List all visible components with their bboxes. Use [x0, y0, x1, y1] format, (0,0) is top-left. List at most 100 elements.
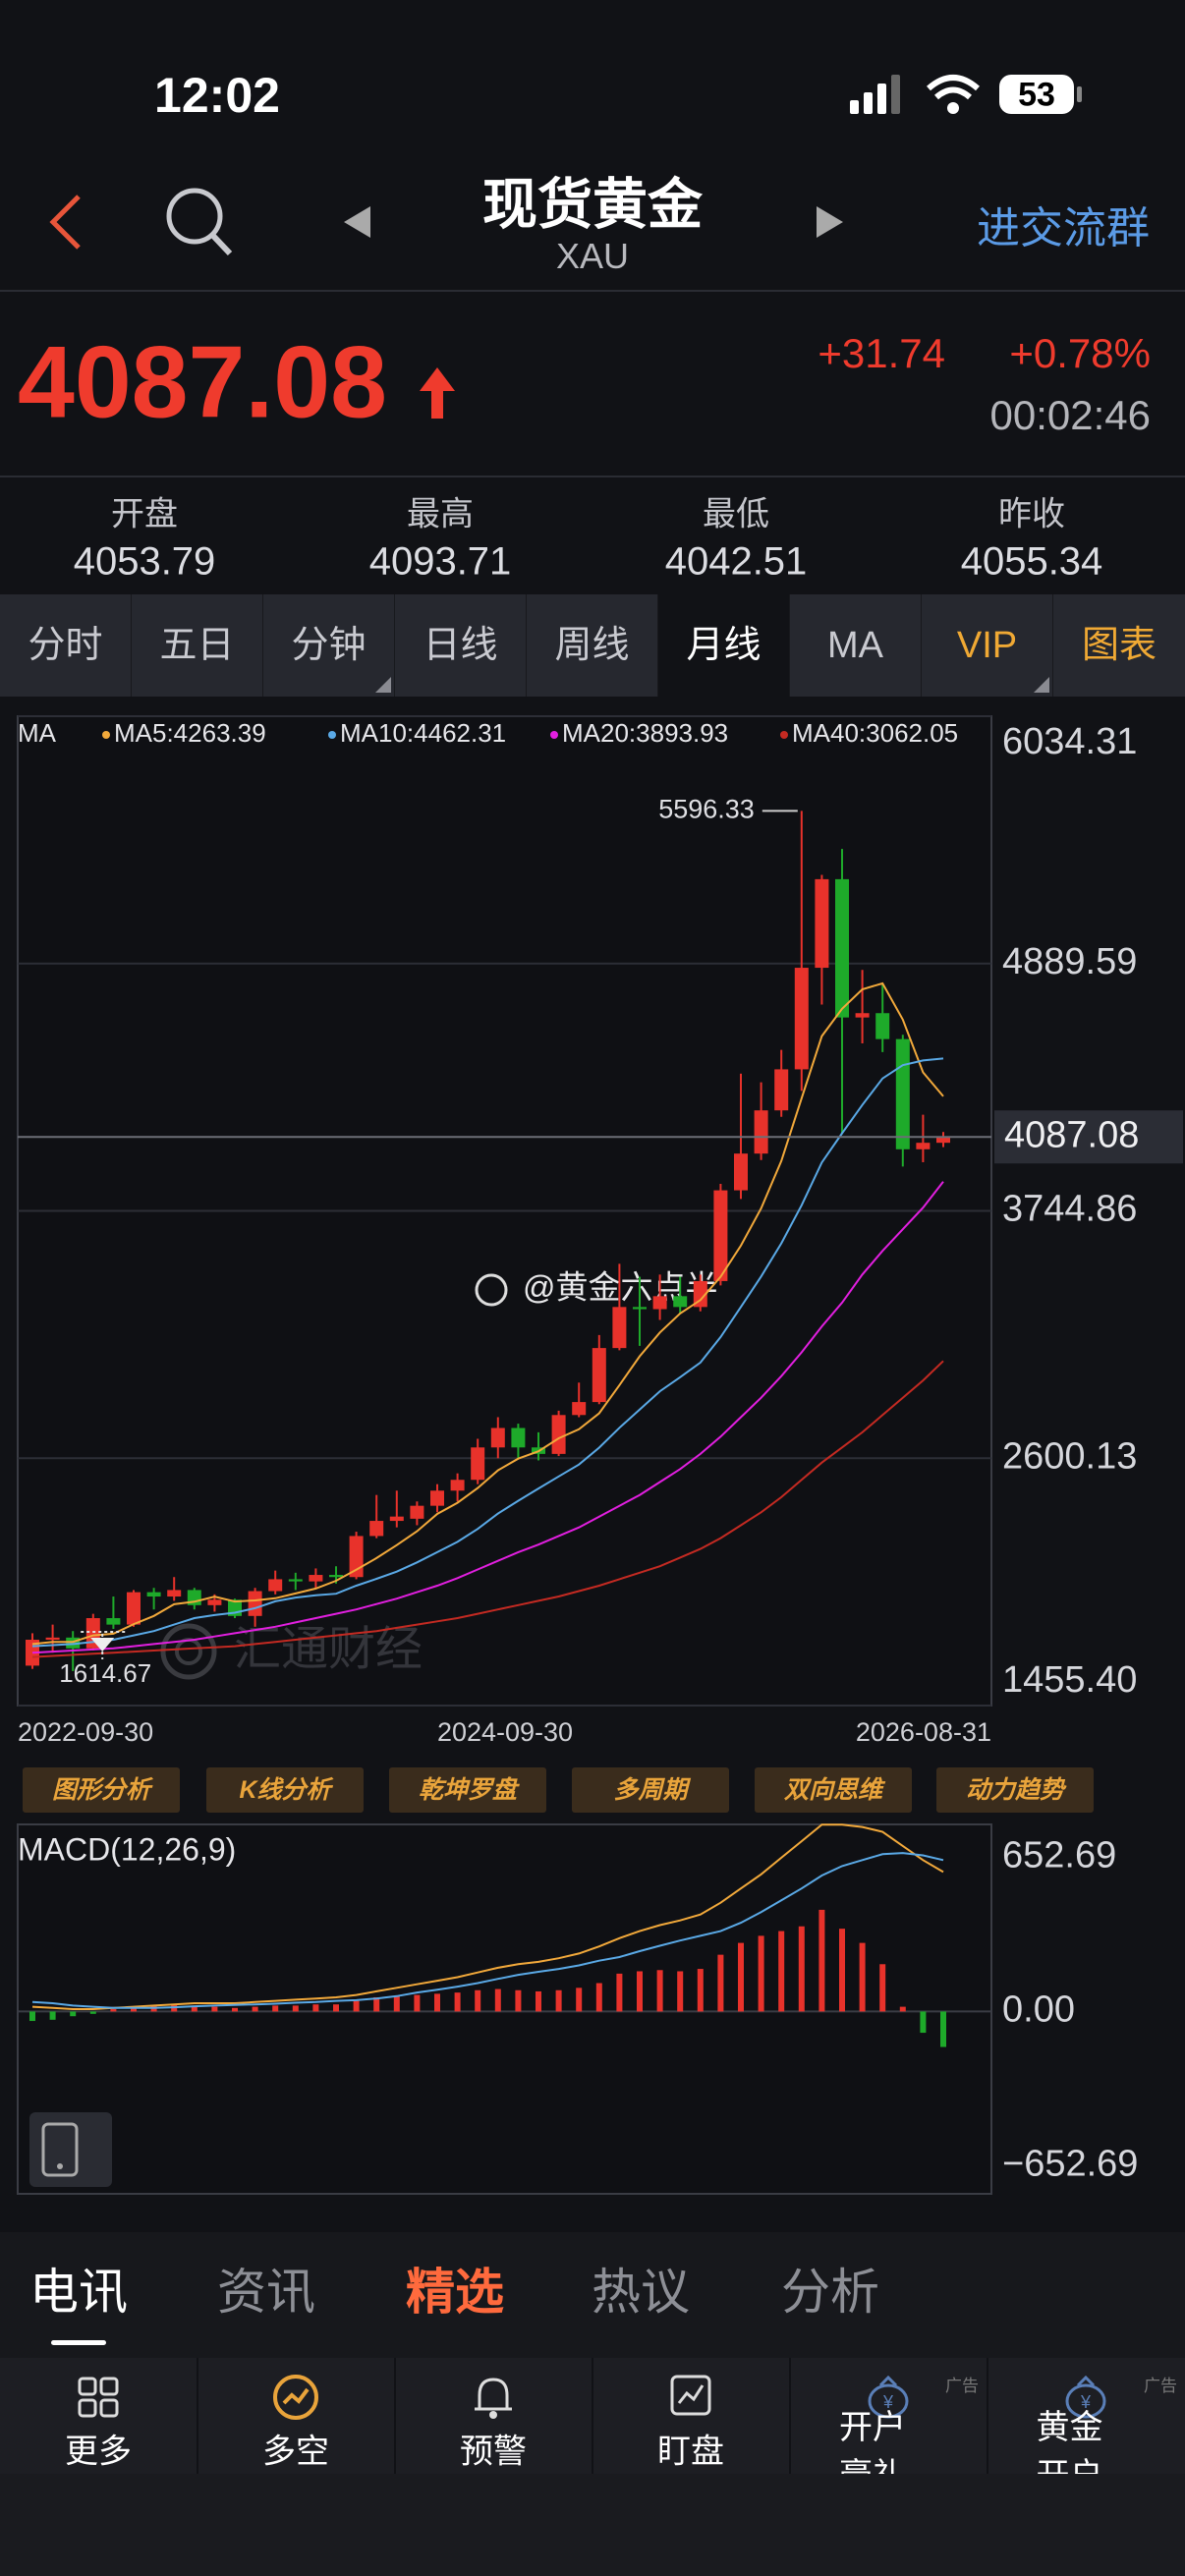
legend-label: MA40:3062.05	[792, 718, 958, 748]
header-subtitle: XAU	[555, 236, 630, 276]
icon: ¥	[1065, 2375, 1106, 2419]
candle-body	[329, 1575, 343, 1578]
toolbar-item[interactable]: 更多	[0, 2358, 198, 2474]
brand-watermark: 汇通财经	[234, 1624, 423, 1676]
legend-dot	[102, 731, 110, 739]
period-tab[interactable]: 分时	[0, 594, 132, 697]
macd-bar	[252, 2006, 258, 2012]
battery-level: 53	[1018, 76, 1055, 114]
icon	[475, 2378, 512, 2419]
legend-label: MA5:4263.39	[114, 718, 266, 748]
period-tab[interactable]: 图表	[1053, 594, 1185, 697]
toolbar-label: 预警	[460, 2433, 527, 2471]
candle-body	[612, 1307, 627, 1349]
news-tab[interactable]: 分析	[781, 2265, 879, 2320]
candle-body	[228, 1599, 242, 1616]
tool-button[interactable]: 图形分析	[23, 1767, 180, 1813]
toolbar-item[interactable]: 多空	[198, 2358, 396, 2474]
toolbar-item[interactable]: ¥ 广告 开户豪礼	[790, 2358, 988, 2494]
macd-bar	[454, 1992, 461, 2012]
status-time: 12:02	[154, 68, 280, 123]
macd-title: MACD(12,26,9)	[18, 1831, 236, 1867]
next-button[interactable]	[817, 206, 843, 238]
candle-body	[815, 878, 829, 969]
candle-body	[936, 1137, 950, 1144]
candle-body	[268, 1579, 283, 1592]
back-button[interactable]	[49, 195, 81, 250]
period-tab[interactable]: 五日	[132, 594, 263, 697]
stat-value: 4055.34	[960, 539, 1103, 584]
y-tick-label: 1455.40	[1002, 1659, 1137, 1701]
stat-value: 4093.71	[368, 539, 512, 584]
macd-bar	[576, 1988, 583, 2012]
stat-label: 昨收	[998, 495, 1065, 533]
macd-bar	[353, 2000, 360, 2012]
candle-body	[410, 1505, 424, 1519]
candle-body	[754, 1110, 768, 1154]
macd-line	[31, 1823, 944, 2010]
join-group[interactable]: 进交流群	[977, 204, 1150, 252]
last-price-box	[994, 1110, 1183, 1164]
low-label: 1614.67	[59, 1658, 151, 1688]
macd-bar	[818, 1909, 825, 2012]
tool-button[interactable]: 双向思维	[755, 1767, 912, 1813]
news-tab[interactable]: 资讯	[217, 2265, 315, 2320]
period-tab[interactable]: MA	[790, 594, 922, 697]
candle-body	[187, 1590, 201, 1605]
tool-button[interactable]: 动力趋势	[936, 1767, 1094, 1813]
news-tab[interactable]: 热议	[592, 2265, 690, 2320]
ad-tag: 广告	[945, 2377, 979, 2395]
tool-button[interactable]: 多周期	[572, 1767, 729, 1813]
candle-body	[673, 1296, 688, 1308]
layout-button[interactable]	[29, 2112, 112, 2187]
candle-body	[45, 1637, 60, 1641]
toolbar-label: 盯盘	[657, 2433, 724, 2471]
ma-line	[31, 1057, 944, 1648]
macd-bar	[110, 2009, 117, 2012]
candle-body	[309, 1575, 323, 1582]
chart-frame	[17, 715, 992, 1707]
candle-body	[450, 1480, 465, 1491]
news-tab[interactable]: 电讯	[29, 2265, 128, 2320]
toolbar-item[interactable]: 预警	[395, 2358, 593, 2474]
period-tab[interactable]: 月线	[658, 594, 790, 697]
period-tab[interactable]: 分钟	[263, 594, 395, 697]
candle-body	[127, 1592, 141, 1625]
candle-body	[774, 1069, 789, 1111]
period-tab[interactable]: 周线	[527, 594, 658, 697]
divider	[0, 476, 1185, 477]
news-tab[interactable]: 精选	[406, 2265, 504, 2320]
candle-body	[652, 1296, 667, 1310]
stat-label: 开盘	[111, 495, 178, 533]
macd-bar	[150, 2005, 157, 2012]
macd-bar	[899, 2006, 906, 2012]
price-change-percent: +0.78%	[1009, 330, 1151, 376]
legend-label: MA10:4462.31	[340, 718, 506, 748]
divider	[0, 290, 1185, 292]
tool-button[interactable]: 乾坤罗盘	[389, 1767, 546, 1813]
status-icons	[850, 75, 1082, 114]
macd-bar	[232, 2007, 238, 2012]
legend-label: MA20:3893.93	[562, 718, 728, 748]
period-tab[interactable]: 日线	[395, 594, 527, 697]
macd-bar	[677, 1971, 684, 2012]
toolbar-item[interactable]: ¥ 广告 黄金开户	[988, 2358, 1185, 2494]
y-tick-label: 4889.59	[1002, 941, 1137, 982]
candle-body	[349, 1536, 364, 1578]
search-button[interactable]	[166, 188, 223, 245]
macd-bar	[131, 2006, 137, 2012]
macd-bar	[89, 2011, 96, 2014]
toolbar-item[interactable]: 盯盘	[592, 2358, 791, 2474]
last-price: 4087.08	[18, 325, 387, 440]
brand-logo	[160, 1623, 217, 1680]
macd-bar	[637, 1971, 643, 2012]
prev-button[interactable]	[344, 206, 370, 238]
macd-bar	[191, 2005, 198, 2012]
tool-button[interactable]: K线分析	[206, 1767, 364, 1813]
stat-value: 4053.79	[73, 539, 216, 584]
macd-bar	[940, 2011, 946, 2047]
period-tab[interactable]: VIP	[922, 594, 1053, 697]
x-label: 2026-08-31	[856, 1717, 991, 1747]
candle-body	[592, 1348, 606, 1403]
legend-dot	[550, 731, 558, 739]
